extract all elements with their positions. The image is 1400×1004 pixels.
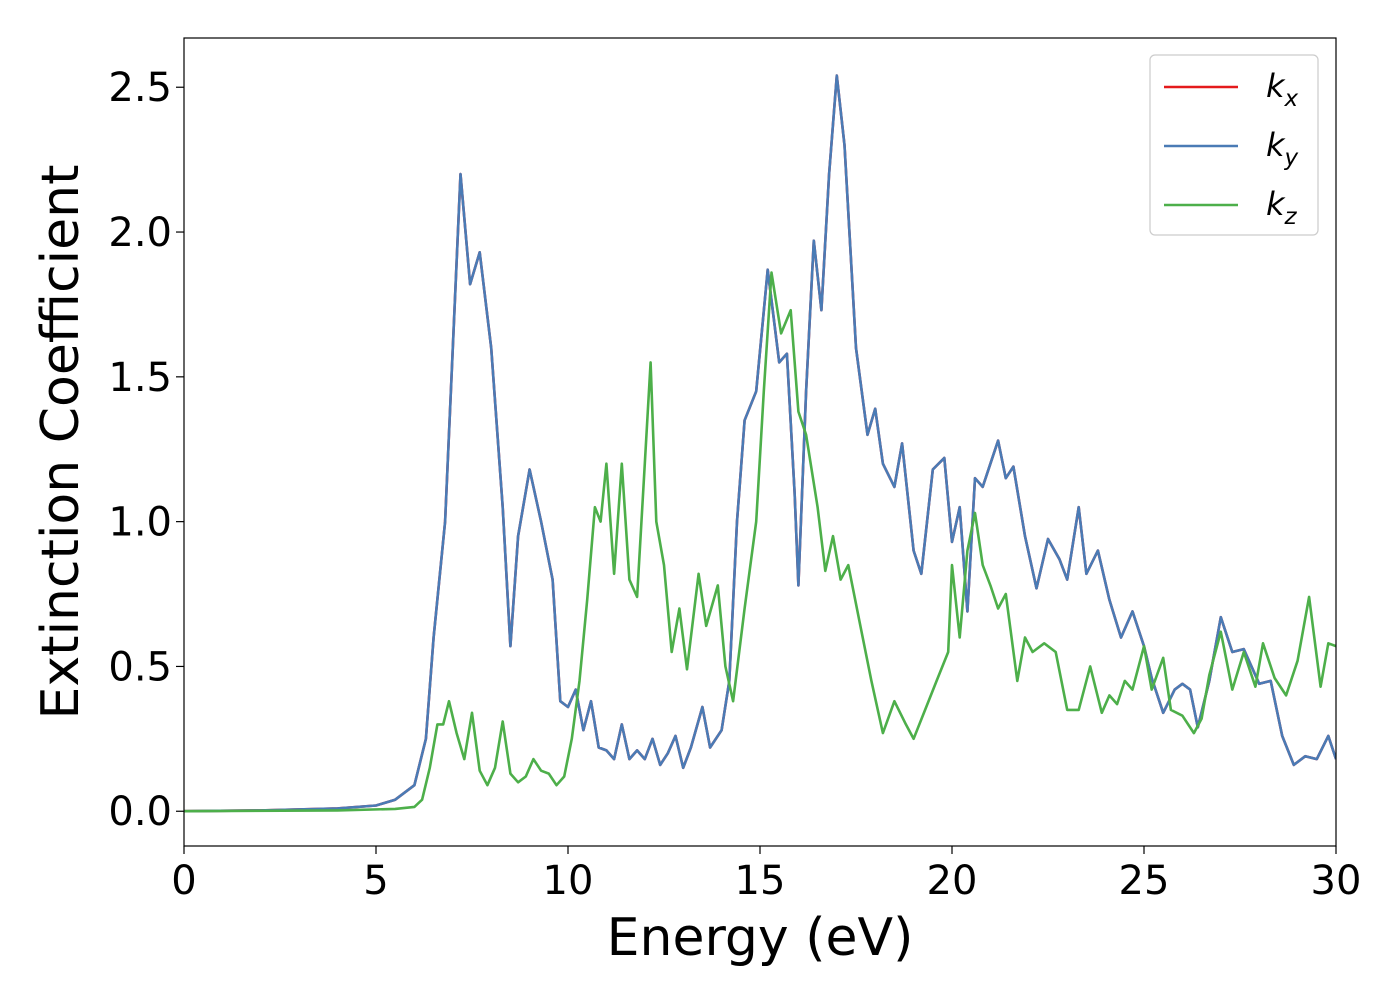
y-tick-label: 1.5 bbox=[108, 355, 172, 401]
x-tick-label: 5 bbox=[363, 858, 388, 904]
y-tick-label: 0.0 bbox=[108, 789, 172, 835]
x-axis: 0 5 10 15 20 25 30 bbox=[171, 846, 1361, 904]
x-tick-label: 10 bbox=[543, 858, 594, 904]
legend-label-main: k bbox=[1266, 185, 1286, 223]
x-tick-label: 30 bbox=[1311, 858, 1362, 904]
x-axis-label: Energy (eV) bbox=[607, 908, 914, 968]
x-tick-label: 15 bbox=[735, 858, 786, 904]
series-line-k-z bbox=[184, 271, 1336, 813]
y-tick-label: 2.5 bbox=[108, 65, 172, 111]
legend-label-k-z: kz bbox=[1266, 185, 1298, 230]
x-tick-label: 20 bbox=[927, 858, 978, 904]
y-axis-label: Extinction Coefficient bbox=[31, 165, 91, 720]
legend-label-sub: x bbox=[1284, 86, 1299, 112]
y-tick-label: 1.0 bbox=[108, 500, 172, 546]
y-axis: 0.0 0.5 1.0 1.5 2.0 2.5 bbox=[108, 65, 184, 835]
legend-label-sub: y bbox=[1284, 145, 1299, 171]
legend-label-k-y: ky bbox=[1266, 126, 1299, 171]
series-line-k-y bbox=[184, 74, 1336, 813]
legend-label-main: k bbox=[1266, 126, 1286, 164]
legend-label-k-x: kx bbox=[1266, 67, 1299, 112]
series-layer bbox=[184, 74, 1336, 813]
legend-label-sub: z bbox=[1284, 204, 1298, 230]
y-tick-label: 2.0 bbox=[108, 210, 172, 256]
x-tick-label: 25 bbox=[1119, 858, 1170, 904]
legend-label-main: k bbox=[1266, 67, 1286, 105]
y-tick-label: 0.5 bbox=[108, 644, 172, 690]
x-tick-label: 0 bbox=[171, 858, 196, 904]
